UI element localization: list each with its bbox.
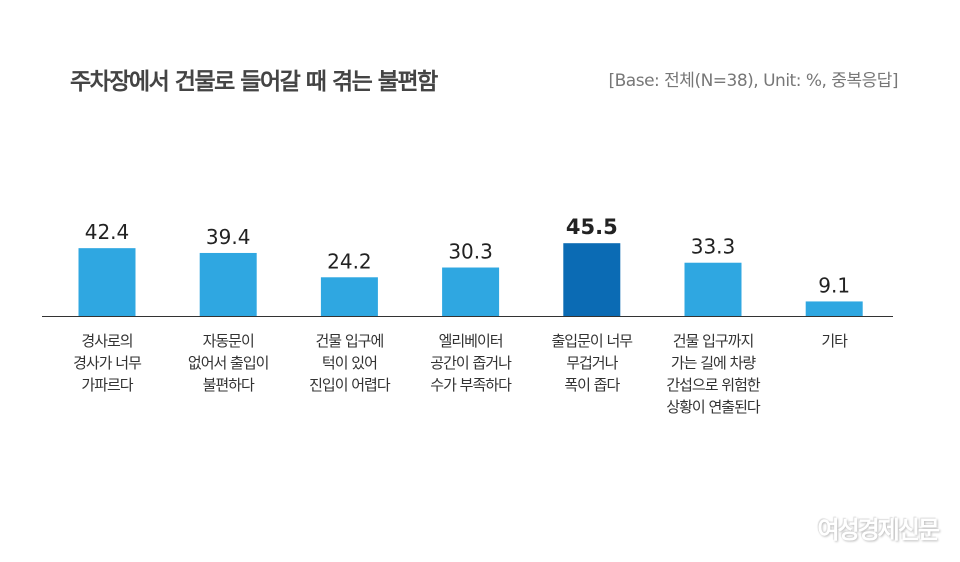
- bar: [320, 277, 378, 316]
- category-label-line: 건물 입구까지: [672, 332, 755, 350]
- category-label-line: 폭이 좁다: [564, 376, 620, 394]
- bar: [563, 243, 621, 316]
- watermark-logo: 여성경제신문: [817, 516, 940, 544]
- bar: [199, 252, 257, 316]
- category-label-line: 건물 입구에: [315, 332, 385, 350]
- category-label-line: 경사가 너무: [73, 354, 142, 372]
- category-label-line: 무겁거나: [566, 354, 618, 372]
- data-label: 45.5: [566, 215, 618, 239]
- data-label: 42.4: [85, 220, 130, 244]
- bar: [78, 248, 136, 316]
- bar: [684, 262, 742, 316]
- category-label-line: 간섭으로 위험한: [666, 376, 760, 394]
- category-label-line: 진입이 어렵다: [309, 376, 391, 394]
- data-label: 33.3: [691, 235, 736, 259]
- category-label-line: 가는 길에 차량: [670, 354, 756, 372]
- category-label-line: 경사로의: [81, 332, 133, 350]
- category-label-line: 가파르다: [81, 376, 133, 394]
- category-label-line: 불편하다: [202, 376, 255, 394]
- data-label: 24.2: [327, 249, 372, 273]
- category-label-line: 자동문이: [202, 332, 255, 350]
- category-label-line: 없어서 출입이: [187, 354, 270, 372]
- category-label-line: 공간이 좁거나: [430, 354, 512, 372]
- data-label: 30.3: [448, 240, 493, 264]
- data-label: 9.1: [818, 273, 850, 297]
- data-label: 39.4: [206, 225, 251, 249]
- category-label-line: 수가 부족하다: [430, 376, 512, 394]
- bar: [442, 267, 500, 316]
- category-label: 기타: [774, 330, 894, 352]
- category-label-line: 상황이 연출된다: [666, 398, 760, 416]
- chart-subtitle: [Base: 전체(N=38), Unit: %, 중복응답]: [608, 71, 899, 91]
- category-label-line: 엘리베이터: [438, 332, 504, 350]
- bar: [805, 301, 863, 316]
- category-label-line: 턱이 있어: [321, 354, 378, 372]
- category-label-line: 기타: [821, 332, 848, 350]
- chart-title: 주차장에서 건물로 들어갈 때 겪는 불편함: [70, 69, 438, 95]
- category-label-line: 출입문이 너무: [551, 332, 634, 350]
